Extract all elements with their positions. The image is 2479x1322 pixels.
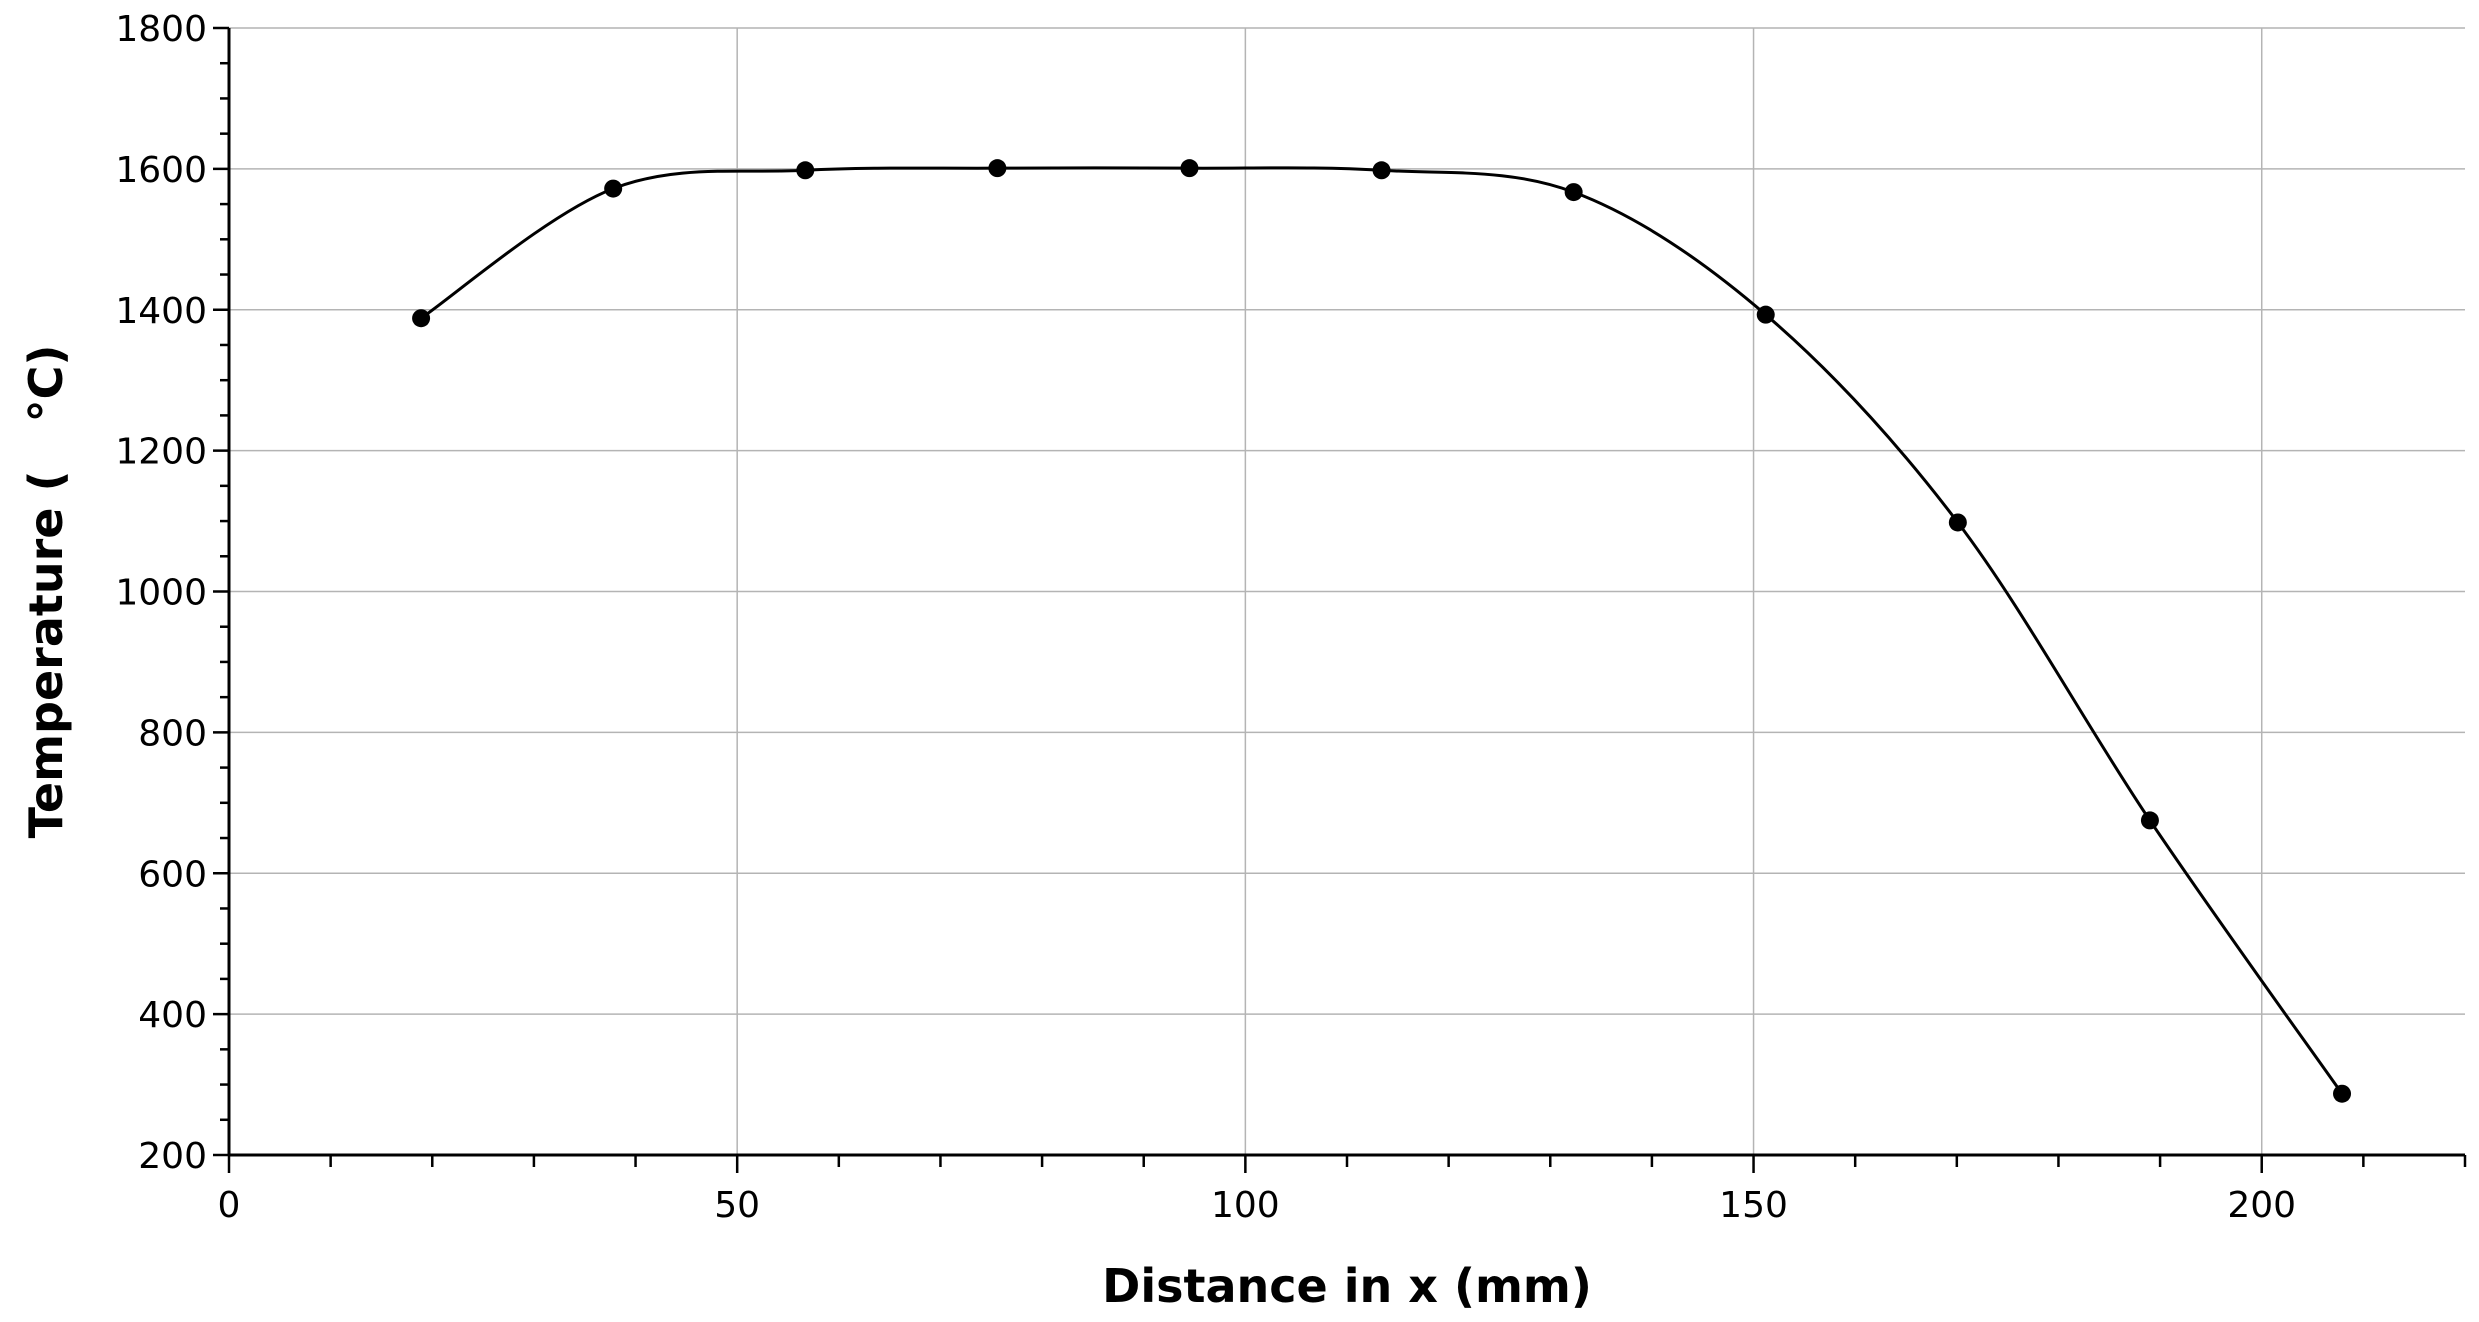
data-point <box>1948 513 1967 532</box>
data-point <box>1564 183 1583 202</box>
y-tick-label: 800 <box>138 713 207 754</box>
data-point <box>2140 811 2159 830</box>
y-axis-title: Temperature ( °C) <box>19 345 73 839</box>
data-point <box>796 161 815 180</box>
y-tick-label: 1600 <box>115 150 207 191</box>
data-point <box>1756 305 1775 324</box>
data-point <box>1180 159 1199 178</box>
y-tick-label: 1800 <box>115 9 207 50</box>
data-point <box>604 179 623 198</box>
temperature-curve <box>420 166 2344 1095</box>
y-tick-label: 1400 <box>115 291 207 332</box>
x-tick-label: 150 <box>1719 1185 1788 1226</box>
y-tick-label: 1000 <box>115 573 207 614</box>
data-point <box>988 159 1007 178</box>
x-tick-label: 100 <box>1211 1185 1280 1226</box>
grid <box>229 27 2465 1155</box>
x-tick-label: 200 <box>2227 1185 2296 1226</box>
ticks <box>213 26 2467 1173</box>
data-point <box>2333 1084 2352 1103</box>
data-point <box>1372 161 1391 180</box>
y-tick-label: 400 <box>138 995 207 1036</box>
x-axis-title: Distance in x (mm) <box>1102 1259 1592 1313</box>
x-tick-label: 0 <box>218 1185 241 1226</box>
data-points <box>412 159 2352 1103</box>
y-tick-label: 200 <box>138 1136 207 1177</box>
y-tick-label: 600 <box>138 854 207 895</box>
tick-labels: 200 400 600 800 1000 1200 1400 1600 1800 0 50 100 15… <box>115 9 2296 1226</box>
y-tick-label: 1200 <box>115 432 207 473</box>
x-tick-label: 50 <box>714 1185 760 1226</box>
data-point <box>412 309 431 328</box>
